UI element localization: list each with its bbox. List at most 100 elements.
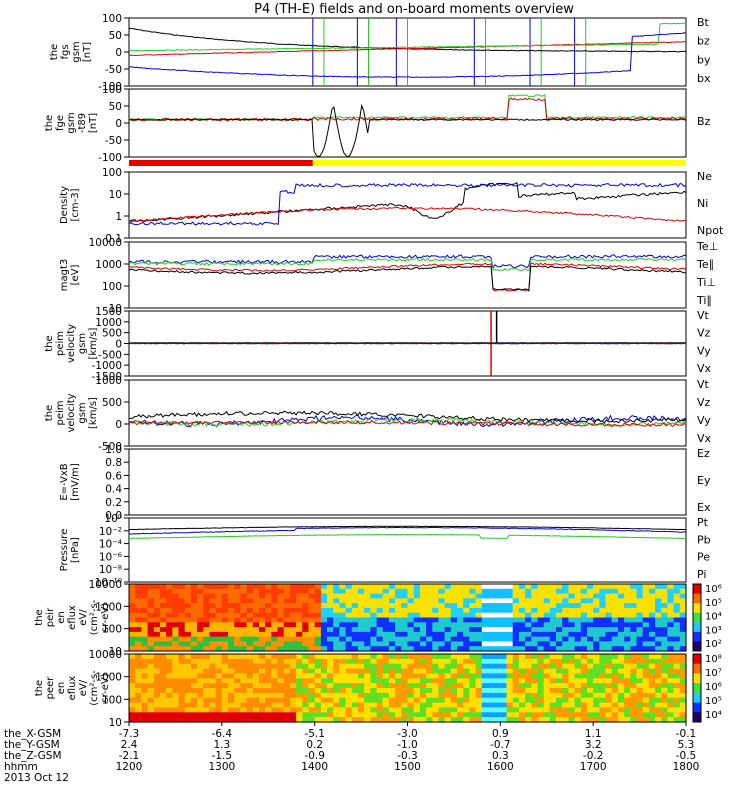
heatmap-cell (376, 627, 384, 633)
heatmap-cell (277, 603, 285, 609)
heatmap-cell (413, 683, 421, 689)
heatmap-cell (543, 688, 551, 694)
heatmap-cell (135, 641, 142, 647)
y-tick-label: 100 (102, 624, 122, 636)
heatmap-cell (283, 688, 291, 694)
heatmap-cell (574, 607, 582, 614)
heatmap-cell (679, 707, 687, 713)
heatmap-cell (259, 622, 266, 628)
y-axis-label: gsm (77, 333, 88, 354)
heatmap-cell (463, 668, 470, 675)
heatmap-cell (475, 598, 483, 604)
heatmap-cell (351, 658, 359, 665)
y-tick-label: 1 (115, 211, 122, 223)
heatmap-cell (407, 612, 415, 619)
heatmap-cell (215, 622, 223, 628)
heatmap-cell (358, 646, 365, 652)
heatmap-cell (537, 622, 545, 628)
heatmap-cell (655, 658, 662, 665)
heatmap-cell (129, 584, 136, 590)
y-axis-label: eV/ (78, 679, 89, 696)
heatmap-cell (308, 683, 316, 689)
heatmap-cell (259, 646, 266, 652)
heatmap-cell (351, 622, 359, 628)
heatmap-cell (475, 658, 483, 665)
y-tick-label: 500 (102, 397, 122, 409)
heatmap-cell (419, 617, 427, 623)
heatmap-cell (673, 697, 681, 704)
heatmap-cell (574, 617, 582, 623)
y-axis-label: peim (55, 400, 66, 425)
heatmap-cell (370, 636, 378, 642)
heatmap-cell (488, 697, 495, 704)
heatmap-cell (277, 636, 285, 642)
heatmap-cell (599, 702, 607, 709)
heatmap-cell (506, 688, 514, 694)
heatmap-cell (488, 717, 495, 723)
heatmap-cell (432, 712, 440, 718)
heatmap-cell (283, 584, 291, 590)
heatmap-cell (265, 688, 272, 694)
heatmap-cell (512, 636, 520, 642)
heatmap-cell (209, 631, 217, 638)
heatmap-cell (617, 584, 625, 590)
heatmap-cell (296, 593, 303, 599)
heatmap-cell (673, 707, 681, 713)
heatmap-cell (203, 673, 211, 679)
heatmap-cell (327, 678, 334, 684)
legend-entry: Vy (697, 344, 711, 357)
heatmap-cell (512, 622, 520, 628)
heatmap-cell (221, 622, 229, 628)
heatmap-cell (419, 646, 427, 652)
heatmap-cell (376, 688, 384, 694)
heatmap-cell (549, 588, 557, 595)
heatmap-cell (531, 702, 539, 709)
heatmap-cell (289, 697, 297, 704)
colorbar-swatch (693, 654, 701, 665)
heatmap-cell (252, 588, 260, 595)
heatmap-cell (240, 636, 248, 642)
heatmap-cell (419, 603, 427, 609)
heatmap-cell (382, 697, 390, 704)
heatmap-cell (283, 603, 291, 609)
heatmap-cell (648, 622, 656, 628)
heatmap-cell (413, 668, 421, 675)
heatmap-cell (296, 683, 303, 689)
heatmap-cell (494, 688, 501, 694)
heatmap-cell (494, 717, 501, 723)
heatmap-cell (518, 612, 526, 619)
heatmap-cell (327, 712, 334, 718)
heatmap-cell (407, 707, 415, 713)
heatmap-cell (648, 707, 656, 713)
heatmap-cell (190, 702, 198, 709)
heatmap-cell (599, 692, 607, 699)
heatmap-cell (419, 658, 427, 665)
heatmap-cell (469, 707, 477, 713)
heatmap-cell (351, 702, 359, 709)
heatmap-cell (314, 603, 322, 609)
heatmap-cell (190, 636, 198, 642)
heatmap-cell (178, 688, 186, 694)
heatmap-cell (190, 658, 198, 665)
heatmap-cell (543, 641, 551, 647)
heatmap-cell (153, 692, 161, 699)
heatmap-cell (166, 603, 173, 609)
heatmap-cell (463, 688, 470, 694)
heatmap-cell (345, 668, 353, 675)
heatmap-cell (259, 683, 266, 689)
heatmap-cell (339, 603, 347, 609)
heatmap-cell (358, 683, 365, 689)
heatmap-cell (549, 702, 557, 709)
heatmap-cell (500, 692, 508, 699)
heatmap-cell (605, 678, 613, 684)
heatmap-cell (401, 636, 409, 642)
heatmap-cell (611, 702, 619, 709)
heatmap-cell (679, 593, 687, 599)
heatmap-cell (543, 717, 551, 723)
heatmap-cell (283, 646, 291, 652)
heatmap-cell (308, 584, 316, 590)
colorbar-swatch (693, 622, 701, 633)
heatmap-cell (327, 688, 334, 694)
heatmap-cell (556, 631, 563, 638)
heatmap-cell (419, 584, 427, 590)
